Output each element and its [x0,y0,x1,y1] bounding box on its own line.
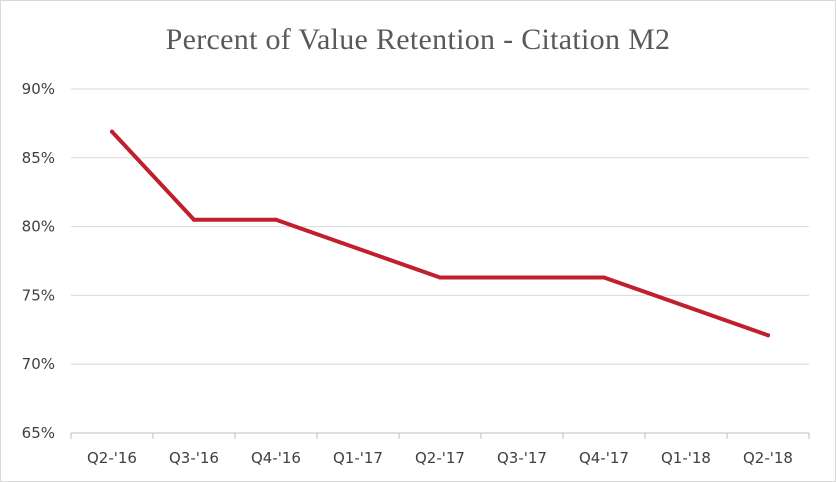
data-point [356,246,360,251]
x-tick-label: Q3-'16 [169,449,219,467]
data-point [110,129,114,134]
x-tick-label: Q1-'17 [333,449,383,467]
x-tick-label: Q2-'17 [415,449,465,467]
data-point [274,217,278,222]
y-tick-label: 65% [22,424,55,442]
data-point [438,275,442,280]
y-tick-label: 70% [22,355,55,373]
data-point [602,275,606,280]
y-tick-label: 75% [22,286,55,304]
x-tick-label: Q4-'17 [579,449,629,467]
y-tick-label: 90% [22,80,55,98]
chart-title: Percent of Value Retention - Citation M2 [165,23,671,56]
x-tick-label: Q2-'18 [743,449,793,467]
y-tick-label: 85% [22,149,55,167]
data-point [192,217,196,222]
y-tick-label: 80% [22,218,55,236]
x-tick-label: Q4-'16 [251,449,301,467]
data-point [684,304,688,309]
x-tick-label: Q2-'16 [87,449,137,467]
x-tick-label: Q1-'18 [661,449,711,467]
data-point [520,275,524,280]
series-line [110,129,770,338]
data-point [766,333,770,338]
x-tick-label: Q3-'17 [497,449,547,467]
